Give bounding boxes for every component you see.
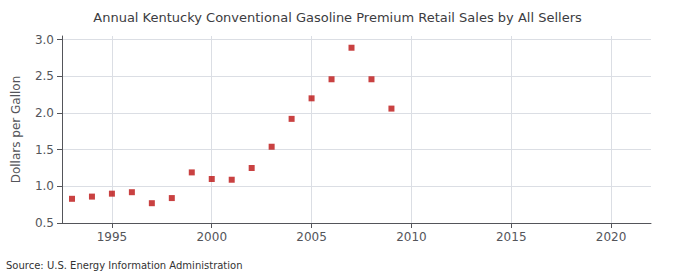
svg-text:2000: 2000 (196, 230, 227, 244)
svg-text:2010: 2010 (396, 230, 427, 244)
svg-text:2.5: 2.5 (35, 69, 54, 83)
svg-text:2005: 2005 (296, 230, 327, 244)
svg-text:Dollars per Gallon: Dollars per Gallon (9, 76, 23, 184)
svg-text:Annual Kentucky Conventional G: Annual Kentucky Conventional Gasoline Pr… (93, 10, 582, 25)
svg-text:1.5: 1.5 (35, 143, 54, 157)
svg-text:1.0: 1.0 (35, 179, 54, 193)
svg-text:2020: 2020 (596, 230, 627, 244)
svg-text:3.0: 3.0 (35, 33, 54, 47)
svg-text:2015: 2015 (496, 230, 527, 244)
svg-text:1995: 1995 (97, 230, 128, 244)
svg-text:2.0: 2.0 (35, 106, 54, 120)
svg-text:0.5: 0.5 (35, 216, 54, 230)
svg-text:Source: U.S. Energy Informatio: Source: U.S. Energy Information Administ… (6, 260, 243, 271)
